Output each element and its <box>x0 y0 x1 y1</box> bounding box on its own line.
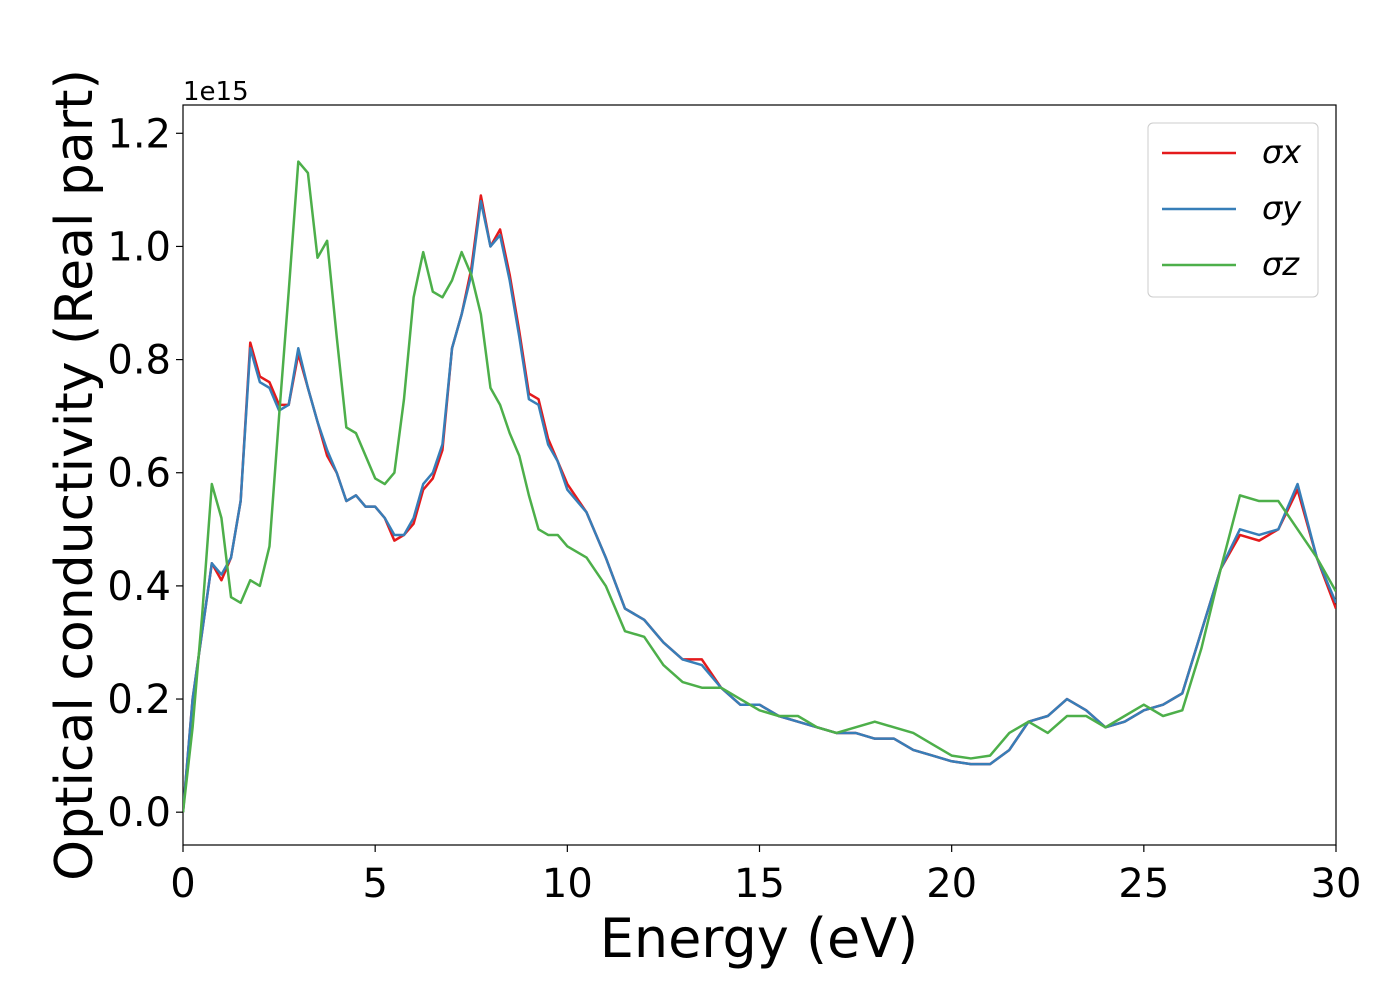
y-axis-label: Optical conductivity (Real part) <box>45 69 105 881</box>
series-line <box>183 160 1336 813</box>
legend-label: σz <box>1262 245 1300 283</box>
y-tick-label: 0.6 <box>107 451 171 497</box>
y-tick-label: 0.0 <box>107 790 171 836</box>
series-line <box>183 199 1336 813</box>
y-tick-label: 1.0 <box>107 224 171 270</box>
x-tick-label: 10 <box>542 861 593 907</box>
x-axis-label: Energy (eV) <box>600 907 919 970</box>
x-tick-label: 20 <box>926 861 977 907</box>
x-tick-label: 15 <box>734 861 785 907</box>
x-tick-label: 0 <box>170 861 195 907</box>
y-offset-label: 1e15 <box>183 77 249 107</box>
y-tick-label: 0.2 <box>107 677 171 723</box>
legend-label: σx <box>1262 133 1302 171</box>
y-tick-label: 0.4 <box>107 564 171 610</box>
x-tick-label: 30 <box>1311 861 1362 907</box>
legend-label: σy <box>1262 189 1302 227</box>
y-tick-label: 1.2 <box>107 111 171 157</box>
x-tick-label: 25 <box>1118 861 1169 907</box>
x-tick-label: 5 <box>362 861 387 907</box>
y-tick-label: 0.8 <box>107 338 171 384</box>
